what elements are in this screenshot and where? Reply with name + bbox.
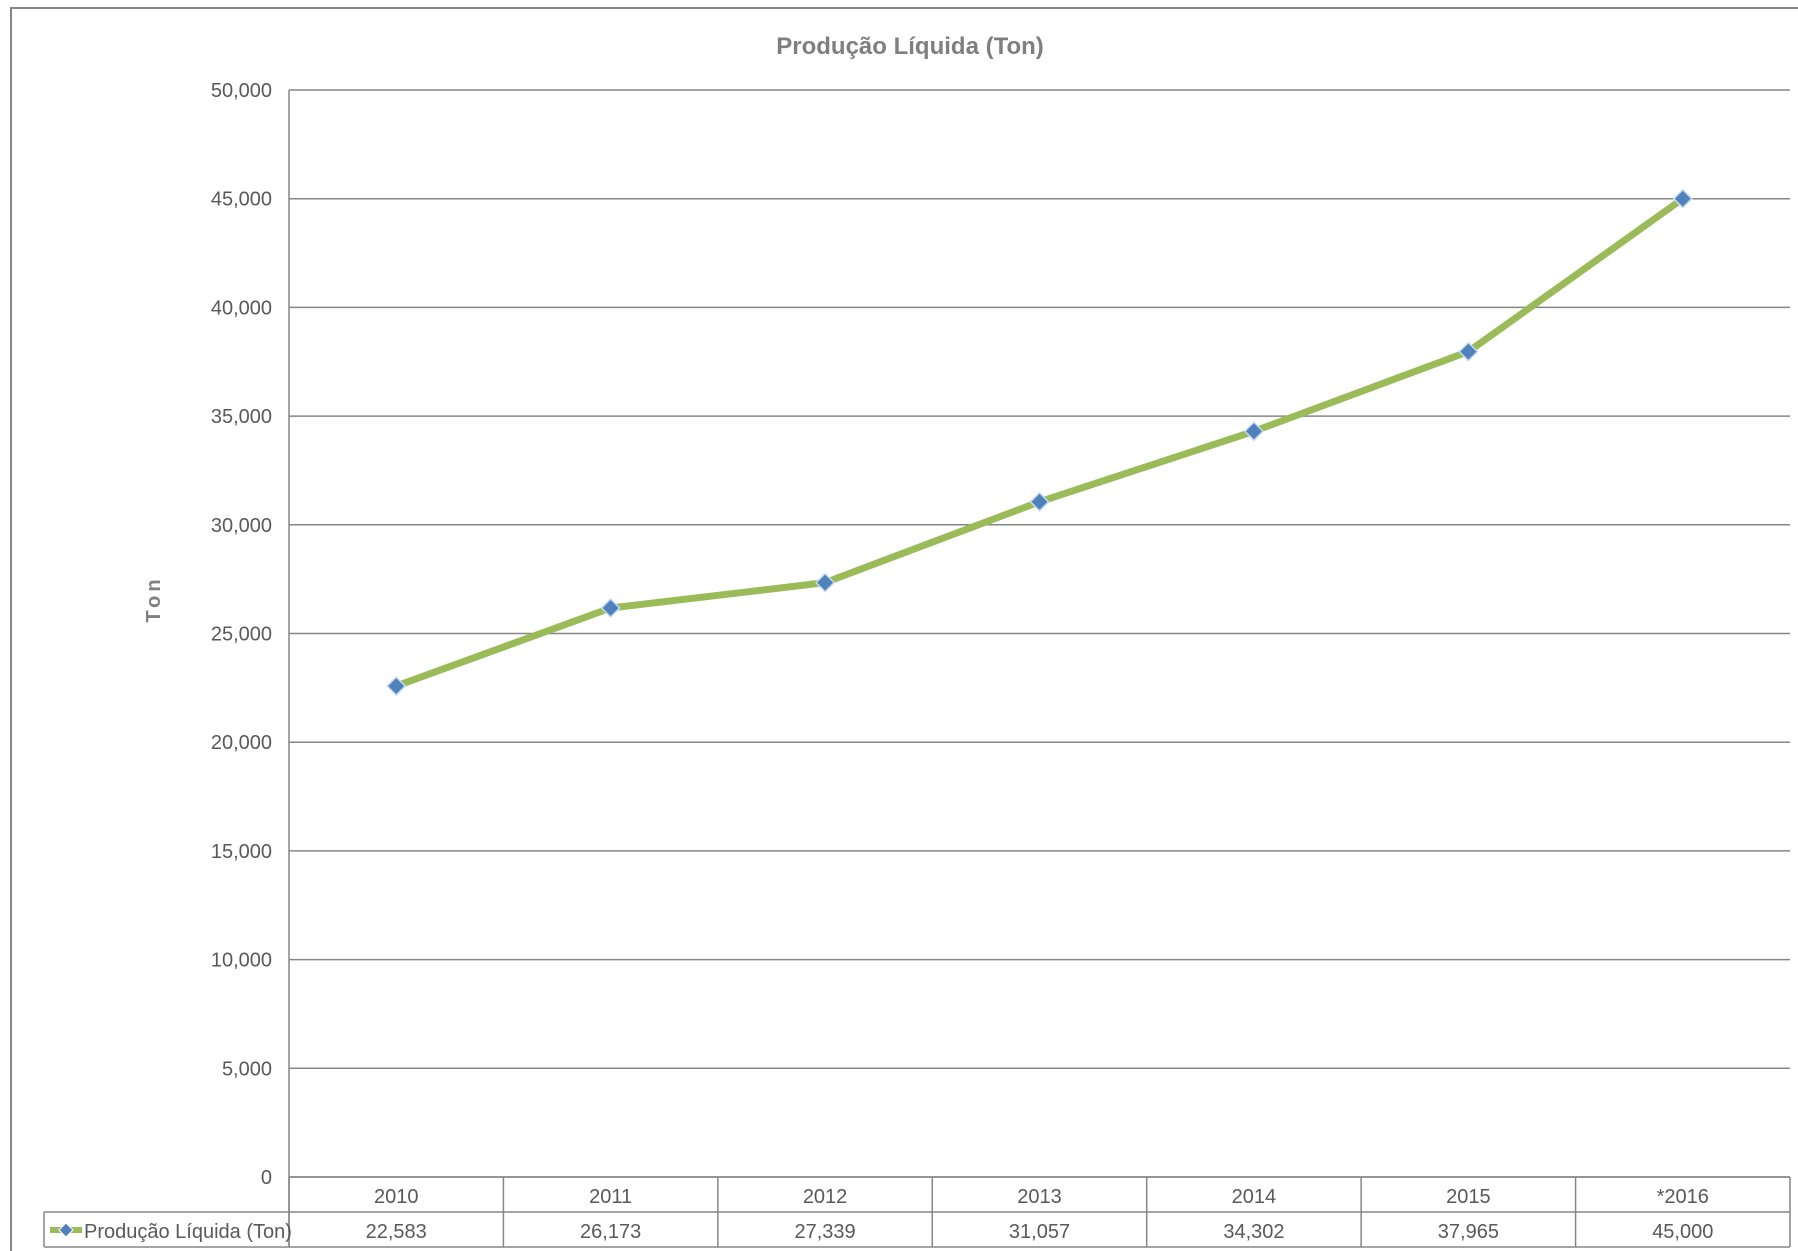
y-axis-ticks: 0 5,000 10,000 15,000 20,000 25,000 30,000 35,0… xyxy=(211,80,272,1189)
legend-marker-key xyxy=(58,1222,74,1238)
data-point-marker xyxy=(600,597,621,619)
data-point-marker xyxy=(815,572,836,593)
y-tick-label: 5,000 xyxy=(222,1058,272,1080)
data-table-value: 31,057 xyxy=(1009,1221,1070,1243)
data-point-marker xyxy=(386,675,407,697)
y-tick-label: 20,000 xyxy=(211,732,272,754)
y-tick-label: 30,000 xyxy=(211,515,272,537)
x-category-label: 2011 xyxy=(589,1186,632,1208)
data-point-marker xyxy=(1029,491,1050,512)
y-tick-label: 15,000 xyxy=(211,841,272,863)
data-table-value: 34,302 xyxy=(1223,1221,1284,1243)
data-table-value: 45,000 xyxy=(1652,1221,1713,1243)
y-tick-label: 10,000 xyxy=(211,950,272,972)
data-table-value: 26,173 xyxy=(580,1221,641,1243)
x-category-label: *2016 xyxy=(1657,1186,1709,1208)
data-point-marker xyxy=(1458,341,1479,362)
data-table-value: 37,965 xyxy=(1438,1221,1499,1243)
x-category-label: 2015 xyxy=(1446,1186,1491,1208)
y-tick-label: 40,000 xyxy=(211,297,272,319)
series-markers xyxy=(386,188,1693,697)
y-tick-label: 25,000 xyxy=(211,624,272,646)
y-tick-label: 35,000 xyxy=(211,406,272,428)
y-tick-label: 0 xyxy=(261,1167,272,1189)
x-category-label: 2010 xyxy=(374,1186,419,1208)
x-category-label: 2013 xyxy=(1017,1186,1062,1208)
data-point-marker xyxy=(1243,421,1264,442)
x-category-label: 2014 xyxy=(1232,1186,1277,1208)
data-table-value: 27,339 xyxy=(794,1221,855,1243)
y-tick-label: 45,000 xyxy=(211,189,272,211)
data-point-marker xyxy=(1672,188,1693,209)
y-tick-label: 50,000 xyxy=(211,80,272,102)
chart-border xyxy=(10,7,1798,1251)
x-category-label: 2012 xyxy=(803,1186,848,1208)
chart-title: Produção Líquida (Ton) xyxy=(776,33,1044,60)
legend-series-label: Produção Líquida (Ton) xyxy=(84,1221,292,1243)
data-table-value: 22,583 xyxy=(366,1221,427,1243)
y-axis-label: Ton xyxy=(143,575,165,622)
data-table: 2010 2011 2012 2013 2014 2015 *2016 22,583 26,17… xyxy=(43,1176,1791,1248)
